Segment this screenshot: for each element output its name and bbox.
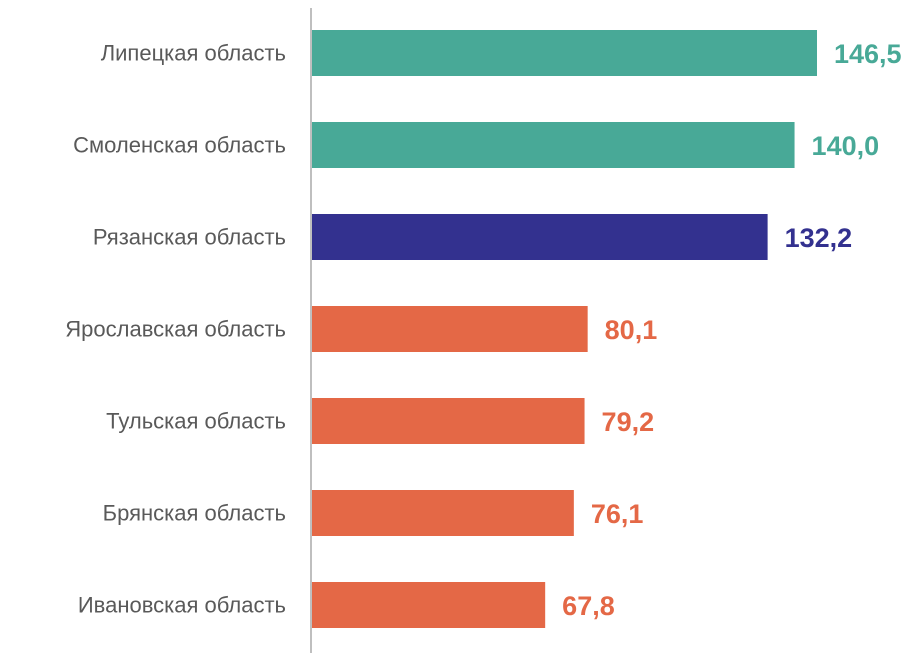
value-label: 146,5 [834,39,902,69]
category-label: Рязанская область [93,225,286,250]
value-labels-group: 146,5 140,0 132,2 80,1 79,2 76,1 67,8 [562,39,901,621]
bar [311,214,768,260]
value-label: 67,8 [562,591,615,621]
bars-group [311,30,817,628]
category-labels-group: Липецкая область Смоленская область Рязанс… [65,41,286,618]
category-label: Липецкая область [101,41,286,66]
category-label: Смоленская область [73,133,286,158]
bar [311,122,795,168]
bar [311,490,574,536]
category-label: Тульская область [106,409,286,434]
bar [311,30,817,76]
value-label: 79,2 [602,407,655,437]
value-label: 140,0 [812,131,880,161]
category-label: Ярославская область [65,317,286,342]
bar [311,398,585,444]
value-label: 132,2 [785,223,853,253]
category-label: Ивановская область [78,593,286,618]
value-label: 80,1 [605,315,658,345]
value-label: 76,1 [591,499,644,529]
bar [311,306,588,352]
bar [311,582,546,628]
category-label: Брянская область [103,501,286,526]
